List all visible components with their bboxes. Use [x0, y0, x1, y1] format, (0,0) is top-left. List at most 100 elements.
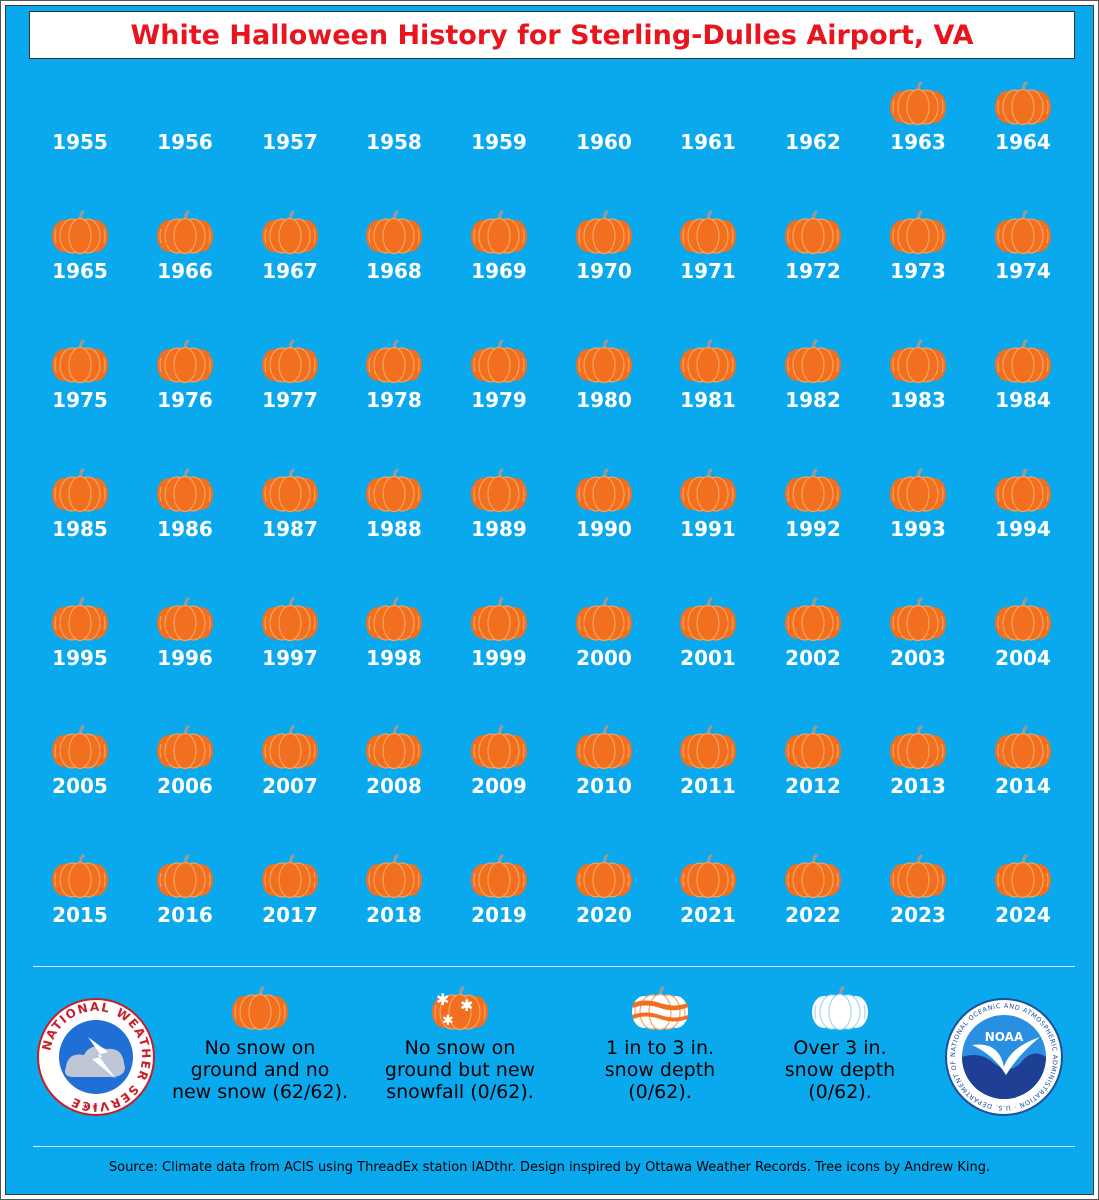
year-label: 1997: [262, 646, 318, 670]
year-label: 2010: [576, 774, 632, 798]
year-label: 1978: [366, 388, 422, 412]
year-cell: 2003: [868, 596, 968, 706]
year-label: 2016: [157, 903, 213, 927]
pumpkin-icon: [157, 210, 213, 255]
year-label: 2008: [366, 774, 422, 798]
year-cell: 1987: [240, 467, 340, 577]
pumpkin-icon: [262, 210, 318, 255]
year-label: 2006: [157, 774, 213, 798]
year-cell: 1991: [658, 467, 758, 577]
pumpkin-icon: [366, 725, 422, 770]
year-cell: 2019: [449, 853, 549, 963]
year-label: 2015: [52, 903, 108, 927]
year-label: 1991: [680, 517, 736, 541]
pumpkin-icon: [471, 468, 527, 513]
year-cell: 1964: [973, 80, 1073, 190]
legend-item-no-snow: No snow on ground and no new snow (62/62).: [170, 985, 350, 1115]
year-label: 1970: [576, 259, 632, 283]
legend-label: No snow on ground but new snowfall (0/62).: [370, 1037, 550, 1103]
source-divider: [33, 1146, 1075, 1147]
year-label: 2019: [471, 903, 527, 927]
pumpkin-icon: [785, 339, 841, 384]
legend-label-line: new snow (62/62).: [171, 1081, 349, 1103]
year-label: 1964: [995, 130, 1051, 154]
pumpkin-icon: [366, 210, 422, 255]
year-cell: 1962: [763, 80, 863, 190]
legend-label-line: 1 in to 3 in.: [605, 1037, 715, 1059]
source-note: Source: Climate data from ACIS using Thr…: [108, 1160, 991, 1175]
year-cell: 2024: [973, 853, 1073, 963]
legend-top-divider: [33, 966, 1075, 967]
year-label: 2004: [995, 646, 1051, 670]
year-cell: 1996: [135, 596, 235, 706]
year-cell: 1975: [30, 338, 130, 448]
pumpkin-icon: [471, 210, 527, 255]
pumpkin-icon: [471, 339, 527, 384]
year-cell: 1969: [449, 209, 549, 319]
pumpkin-icon: [576, 210, 632, 255]
pumpkin-icon: [680, 725, 736, 770]
year-cell: 2017: [240, 853, 340, 963]
year-label: 2000: [576, 646, 632, 670]
noaa-logo: NOAA NATIONAL OCEANIC AND ATMOSPHERIC AD…: [941, 991, 1064, 1117]
year-cell: 1966: [135, 209, 235, 319]
year-cell: 2009: [449, 724, 549, 834]
year-cell: 2015: [30, 853, 130, 963]
year-cell: 2016: [135, 853, 235, 963]
year-cell: 1978: [344, 338, 444, 448]
pumpkin-icon: [890, 854, 946, 899]
year-label: 1956: [157, 130, 213, 154]
svg-text:✱: ✱: [460, 998, 473, 1015]
year-cell: 1968: [344, 209, 444, 319]
orange-pumpkin-icon: [232, 986, 288, 1031]
year-label: 1965: [52, 259, 108, 283]
year-label: 1984: [995, 388, 1051, 412]
year-cell: 1983: [868, 338, 968, 448]
svg-text:★ ★: ★ ★: [82, 1102, 99, 1111]
year-cell: 1984: [973, 338, 1073, 448]
pumpkin-icon: [471, 854, 527, 899]
pumpkin-icon: [785, 725, 841, 770]
year-cell: 2007: [240, 724, 340, 834]
year-cell: 1961: [658, 80, 758, 190]
year-label: 1959: [471, 130, 527, 154]
pumpkin-with-snowflakes-icon: ✱ ✱ ✱: [432, 986, 488, 1031]
svg-text:✱: ✱: [436, 992, 449, 1009]
year-label: 1981: [680, 388, 736, 412]
year-label: 1980: [576, 388, 632, 412]
year-label: 2013: [890, 774, 946, 798]
pumpkin-icon: [262, 854, 318, 899]
year-label: 1994: [995, 517, 1051, 541]
legend-label: Over 3 in. snow depth (0/62).: [750, 1037, 930, 1103]
white-pumpkin-icon: [812, 986, 868, 1031]
year-label: 2007: [262, 774, 318, 798]
legend-label-line: snowfall (0/62).: [386, 1081, 534, 1103]
year-label: 2017: [262, 903, 318, 927]
pumpkin-icon: [890, 725, 946, 770]
year-cell: 2014: [973, 724, 1073, 834]
year-cell: 1957: [240, 80, 340, 190]
legend-label-line: snow depth: [784, 1059, 896, 1081]
pumpkin-icon: [995, 339, 1051, 384]
year-cell: 2021: [658, 853, 758, 963]
year-label: 1982: [785, 388, 841, 412]
legend-item-depth-1-3: 1 in to 3 in. snow depth (0/62).: [570, 985, 750, 1115]
year-label: 2021: [680, 903, 736, 927]
year-label: 1985: [52, 517, 108, 541]
year-cell: 2020: [554, 853, 654, 963]
year-cell: 1992: [763, 467, 863, 577]
pumpkin-icon: [52, 597, 108, 642]
year-label: 1992: [785, 517, 841, 541]
year-label: 2018: [366, 903, 422, 927]
nws-logo: NATIONAL WEATHER SERVICE ★ ★: [36, 997, 156, 1117]
year-cell: 2008: [344, 724, 444, 834]
year-cell: 2012: [763, 724, 863, 834]
pumpkin-icon: [890, 210, 946, 255]
year-cell: 2013: [868, 724, 968, 834]
year-label: 2020: [576, 903, 632, 927]
year-label: 1958: [366, 130, 422, 154]
legend-label-line: ground but new: [384, 1059, 536, 1081]
year-label: 1976: [157, 388, 213, 412]
year-label: 1988: [366, 517, 422, 541]
